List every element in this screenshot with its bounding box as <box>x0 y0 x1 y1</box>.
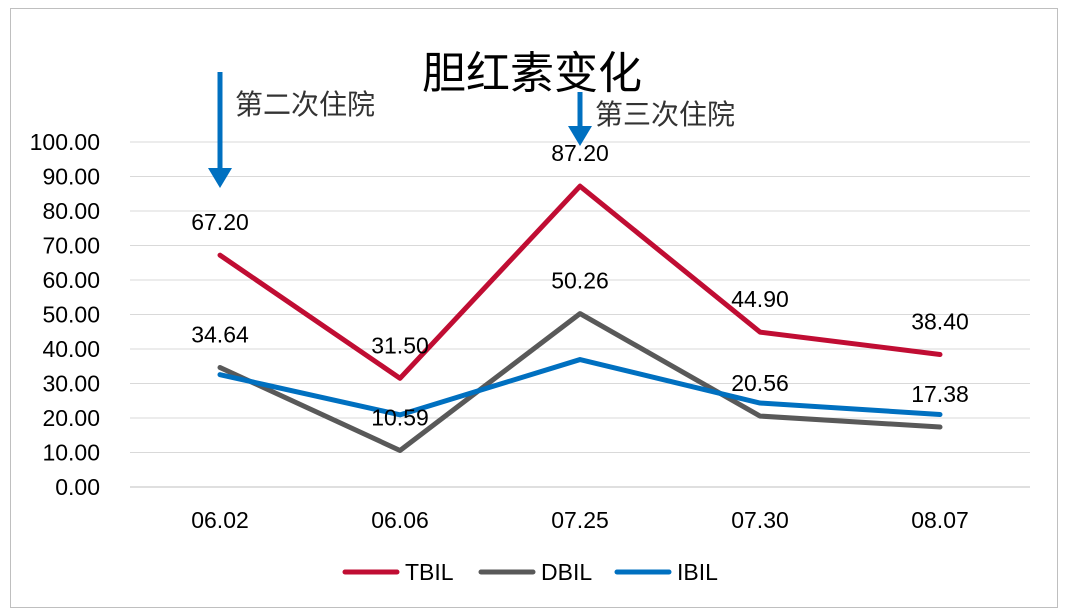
data-label-dbil: 34.64 <box>191 321 249 347</box>
data-label-dbil: 10.59 <box>371 404 429 430</box>
x-tick-label: 07.30 <box>731 507 789 533</box>
x-tick-label: 06.06 <box>371 507 429 533</box>
series-line-tbil <box>217 183 943 381</box>
gridlines <box>130 141 1030 488</box>
annotation-arrow-head <box>568 126 592 146</box>
series-line-ibil <box>217 357 943 418</box>
series-lines <box>217 183 943 453</box>
x-tick-label: 06.02 <box>191 507 249 533</box>
x-tick-label: 07.25 <box>551 507 609 533</box>
data-labels: 67.2031.5087.2044.9038.4034.6410.5950.26… <box>191 140 969 430</box>
series-line-dbil <box>217 311 943 453</box>
legend-label-tbil: TBIL <box>405 559 454 585</box>
annotation-text: 第二次住院 <box>235 88 375 121</box>
data-label-tbil: 67.20 <box>191 209 249 235</box>
y-tick-label: 80.00 <box>42 198 100 224</box>
y-tick-label: 70.00 <box>42 233 100 259</box>
data-label-dbil: 20.56 <box>731 370 789 396</box>
legend-label-dbil: DBIL <box>541 559 592 585</box>
y-tick-label: 10.00 <box>42 440 100 466</box>
legend-label-ibil: IBIL <box>677 559 718 585</box>
y-tick-label: 90.00 <box>42 164 100 190</box>
legend: TBIL DBIL IBIL <box>342 559 718 585</box>
annotation-arrow-head <box>208 168 232 188</box>
chart-title: 胆红素变化 <box>422 48 642 99</box>
x-axis-ticks: 06.02 06.06 07.25 07.30 08.07 <box>191 507 969 533</box>
x-tick-label: 08.07 <box>911 507 969 533</box>
y-tick-label: 50.00 <box>42 302 100 328</box>
annotations: 第二次住院 第三次住院 <box>208 72 735 188</box>
y-tick-label: 20.00 <box>42 405 100 431</box>
data-label-dbil: 50.26 <box>551 268 609 294</box>
chart-frame <box>10 8 1058 608</box>
y-tick-label: 60.00 <box>42 267 100 293</box>
y-tick-label: 0.00 <box>55 474 100 500</box>
y-tick-label: 100.00 <box>30 129 100 155</box>
y-tick-label: 40.00 <box>42 336 100 362</box>
data-label-tbil: 38.40 <box>911 309 969 335</box>
data-label-tbil: 44.90 <box>731 286 789 312</box>
y-tick-label: 30.00 <box>42 371 100 397</box>
y-axis-ticks: 0.00 10.00 20.00 30.00 40.00 50.00 60.00 70.00 8… <box>30 129 100 500</box>
annotation-text: 第三次住院 <box>595 98 735 131</box>
data-label-dbil: 17.38 <box>911 381 969 407</box>
data-label-tbil: 31.50 <box>371 332 429 358</box>
